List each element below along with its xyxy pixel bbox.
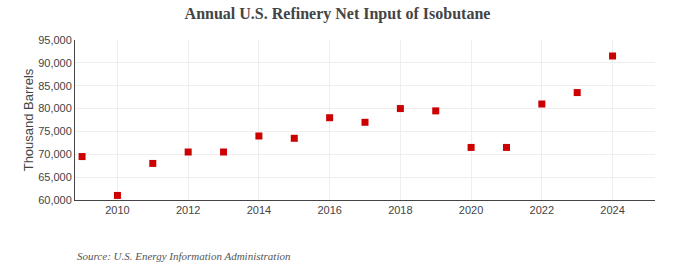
svg-text:Source: U.S. Energy Informatio: Source: U.S. Energy Information Administ… [77,250,291,262]
svg-text:2024: 2024 [600,204,624,216]
svg-text:85,000: 85,000 [38,80,72,92]
svg-text:90,000: 90,000 [38,57,72,69]
svg-text:2018: 2018 [388,204,412,216]
svg-text:95,000: 95,000 [38,34,72,46]
svg-text:2022: 2022 [530,204,554,216]
svg-text:75,000: 75,000 [38,125,72,137]
svg-text:Thousand Barrels: Thousand Barrels [21,68,36,171]
svg-text:2010: 2010 [105,204,129,216]
svg-text:2016: 2016 [317,204,341,216]
svg-text:2020: 2020 [459,204,483,216]
svg-text:2012: 2012 [176,204,200,216]
svg-text:65,000: 65,000 [38,171,72,183]
svg-text:70,000: 70,000 [38,148,72,160]
svg-text:2014: 2014 [247,204,271,216]
svg-text:80,000: 80,000 [38,102,72,114]
svg-text:60,000: 60,000 [38,194,72,206]
svg-text:Annual U.S. Refinery Net Input: Annual U.S. Refinery Net Input of Isobut… [185,5,491,23]
